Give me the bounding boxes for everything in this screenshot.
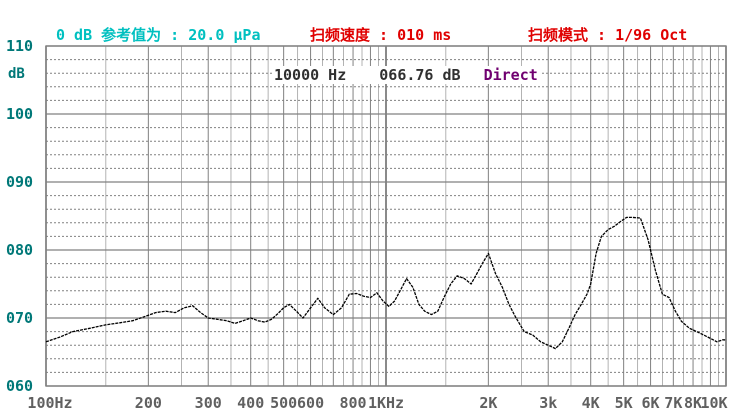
x-tick-label: 1KHz: [367, 394, 405, 412]
sweep-mode-label: 扫频模式 : 1/96 Oct: [528, 26, 688, 44]
x-tick-label: 300: [194, 394, 222, 412]
x-tick-label: 800: [339, 394, 367, 412]
sweep-speed-label: 扫频速度 : 010 ms: [310, 26, 452, 44]
readout-mode: Direct: [483, 66, 538, 84]
x-tick-label: 4K: [581, 394, 600, 412]
x-tick-label: 100Hz: [27, 394, 73, 412]
readout-frequency: 10000 Hz: [274, 66, 347, 84]
x-tick-label: 2K: [479, 394, 498, 412]
reference-level-label: 0 dB 参考值为 : 20.0 μPa: [56, 26, 261, 44]
x-tick-label: 500: [270, 394, 298, 412]
x-tick-label: 6K: [641, 394, 660, 412]
x-tick-label: 600: [297, 394, 325, 412]
response-trace-line: [45, 216, 727, 350]
x-tick-label: 3k: [539, 394, 558, 412]
x-tick-label: 200: [134, 394, 162, 412]
y-tick-label: 090: [6, 173, 34, 191]
y-tick-label: 060: [6, 377, 34, 395]
y-tick-label: 110: [6, 37, 34, 55]
y-axis-unit-label: dB: [8, 66, 25, 82]
x-tick-label: 8K: [684, 394, 703, 412]
x-tick-label: 10K: [700, 394, 728, 412]
cursor-readout: 10000 Hz 066.76 dB Direct: [272, 66, 540, 84]
y-tick-label: 080: [6, 241, 34, 259]
y-tick-label: 070: [6, 309, 34, 327]
readout-level: 066.76 dB: [379, 66, 461, 84]
x-tick-label: 400: [237, 394, 265, 412]
x-tick-label: 5K: [614, 394, 633, 412]
x-tick-label: 7K: [664, 394, 683, 412]
plot-frame: [45, 45, 727, 387]
y-tick-label: 100: [6, 105, 34, 123]
